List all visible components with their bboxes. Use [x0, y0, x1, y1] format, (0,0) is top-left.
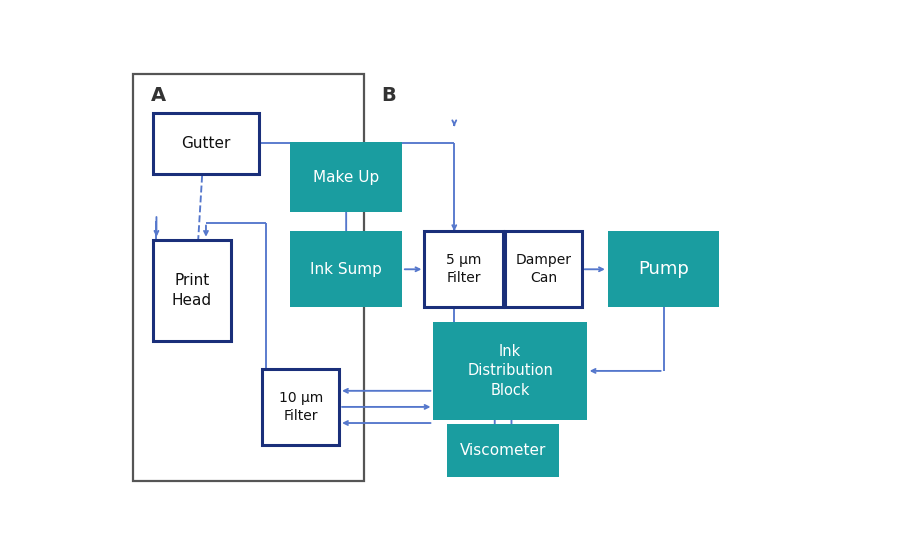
- Text: Pump: Pump: [638, 260, 689, 278]
- Text: Print
Head: Print Head: [172, 273, 212, 308]
- FancyBboxPatch shape: [505, 231, 582, 307]
- FancyBboxPatch shape: [291, 231, 402, 307]
- Text: Make Up: Make Up: [313, 169, 379, 185]
- Text: B: B: [381, 86, 396, 105]
- FancyBboxPatch shape: [608, 231, 719, 307]
- FancyBboxPatch shape: [424, 231, 503, 307]
- FancyBboxPatch shape: [153, 240, 231, 341]
- FancyBboxPatch shape: [434, 322, 587, 420]
- Text: Ink Sump: Ink Sump: [310, 262, 382, 277]
- Text: A: A: [151, 86, 166, 105]
- Text: Damper
Can: Damper Can: [516, 253, 572, 285]
- FancyBboxPatch shape: [153, 113, 259, 174]
- Text: Ink
Distribution
Block: Ink Distribution Block: [467, 344, 553, 398]
- Text: 5 μm
Filter: 5 μm Filter: [446, 253, 482, 285]
- Text: Gutter: Gutter: [181, 136, 230, 151]
- FancyBboxPatch shape: [263, 369, 339, 445]
- FancyBboxPatch shape: [291, 142, 402, 212]
- Text: Viscometer: Viscometer: [460, 443, 546, 458]
- Text: 10 μm
Filter: 10 μm Filter: [279, 390, 323, 423]
- FancyBboxPatch shape: [447, 424, 559, 477]
